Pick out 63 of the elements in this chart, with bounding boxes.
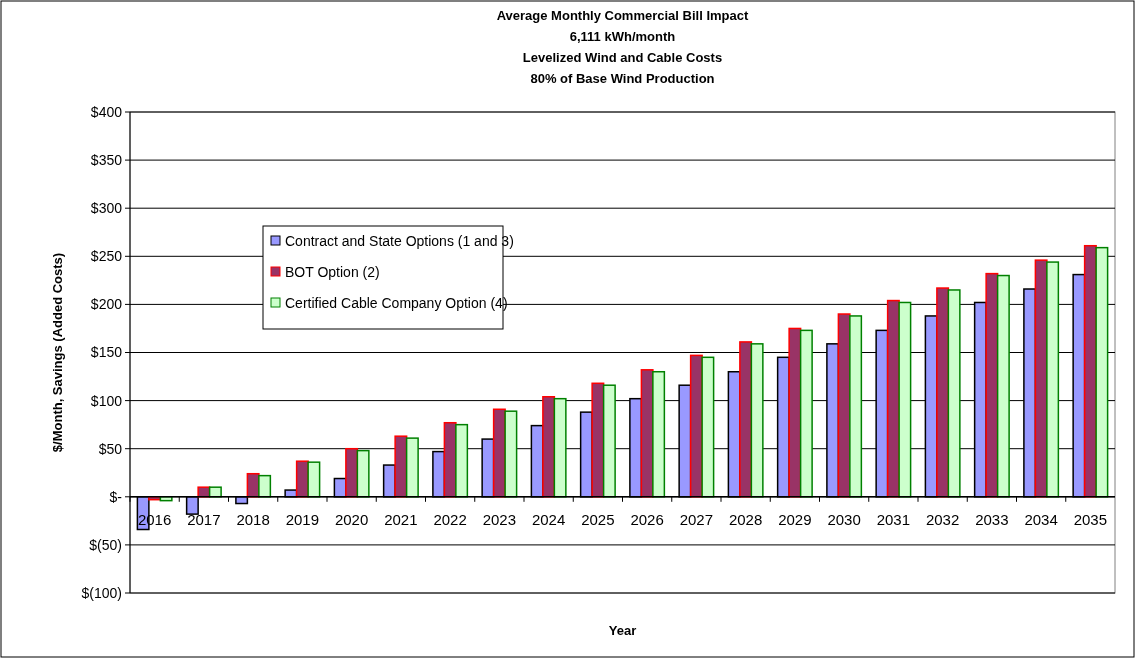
x-tick-label: 2032	[925, 510, 960, 528]
x-tick-label: 2021	[384, 510, 418, 528]
x-axis-title: Year	[608, 623, 637, 638]
bar	[591, 382, 605, 498]
y-tick-label: $100	[90, 392, 123, 409]
legend-label: Certified Cable Company Option (4)	[285, 294, 508, 311]
y-tick-label: $-	[109, 488, 123, 505]
y-axis-title: $/Month, Savings (Added Costs)	[50, 252, 65, 453]
x-tick-label: 2023	[482, 510, 517, 528]
bar	[455, 423, 469, 498]
legend-label: BOT Option (2)	[285, 263, 380, 280]
x-tick-label: 2022	[433, 510, 467, 528]
bar	[345, 447, 359, 498]
x-tick-label: 2025	[581, 510, 615, 528]
x-tick-label: 2020	[334, 510, 369, 528]
bar	[996, 274, 1010, 498]
bar	[947, 289, 961, 498]
legend-label: Contract and State Options (1 and 3)	[285, 232, 514, 249]
bar	[898, 301, 912, 498]
y-tick-label: $400	[90, 103, 123, 120]
bar	[356, 449, 370, 498]
bar	[553, 397, 567, 498]
bar	[208, 486, 222, 498]
bar	[701, 356, 715, 498]
x-tick-label: 2034	[1024, 510, 1058, 528]
x-tick-label: 2031	[876, 510, 911, 528]
x-tick-label: 2029	[778, 510, 812, 528]
x-tick-label: 2024	[531, 510, 566, 528]
y-tick-label: $300	[90, 200, 123, 217]
y-tick-label: $(100)	[81, 584, 122, 601]
y-tick-label: $50	[98, 440, 123, 457]
chart-title: Average Monthly Commercial Bill Impact 6,111 kWh/month Levelized Wind and Cable Costs 80% of Base Wind Production	[496, 8, 749, 86]
bar	[750, 343, 764, 498]
bar	[405, 437, 419, 498]
bar	[849, 315, 863, 498]
y-tick-label: $350	[90, 152, 123, 168]
bar	[788, 327, 802, 498]
x-tick-label: 2035	[1073, 510, 1108, 528]
x-tick-label: 2027	[679, 510, 714, 528]
bar	[1095, 246, 1109, 498]
x-tick-label: 2019	[285, 510, 320, 528]
bar	[652, 370, 666, 498]
bar	[542, 396, 556, 498]
x-tick-label: 2018	[236, 510, 270, 528]
x-tick-label: 2017	[187, 510, 221, 528]
bar	[504, 410, 518, 498]
x-tick-label: 2028	[728, 510, 763, 528]
bar	[739, 341, 753, 498]
x-tick-label: 2030	[827, 510, 861, 528]
y-tick-label: $250	[90, 248, 123, 265]
bar	[307, 461, 321, 498]
bar	[602, 384, 616, 498]
bar	[799, 329, 813, 498]
y-tick-label: $200	[90, 296, 123, 313]
x-tick-label: 2033	[975, 510, 1009, 528]
y-tick-label: $(50)	[89, 536, 122, 553]
x-tick-label: 2026	[630, 510, 664, 528]
bar	[258, 474, 272, 498]
bar	[985, 272, 999, 498]
bar	[936, 287, 950, 498]
bar	[1046, 261, 1060, 498]
bar	[394, 435, 408, 498]
y-tick-label: $150	[90, 344, 123, 361]
